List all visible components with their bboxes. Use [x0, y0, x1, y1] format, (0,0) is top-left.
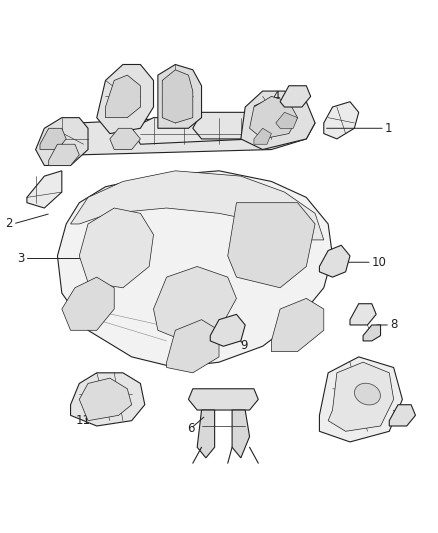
Polygon shape	[363, 325, 381, 341]
Polygon shape	[328, 362, 394, 431]
Polygon shape	[110, 128, 141, 150]
Text: 10: 10	[372, 256, 387, 269]
Text: 9: 9	[240, 338, 248, 352]
Polygon shape	[40, 128, 66, 150]
Polygon shape	[389, 405, 416, 426]
Polygon shape	[71, 373, 145, 426]
Polygon shape	[49, 144, 79, 165]
Polygon shape	[79, 378, 132, 421]
Polygon shape	[276, 112, 297, 128]
Polygon shape	[232, 410, 250, 458]
Polygon shape	[272, 298, 324, 352]
Polygon shape	[132, 118, 263, 144]
Polygon shape	[35, 118, 88, 165]
Polygon shape	[254, 128, 272, 144]
Polygon shape	[62, 277, 114, 330]
Polygon shape	[57, 171, 332, 368]
Polygon shape	[97, 64, 153, 134]
Polygon shape	[197, 410, 215, 458]
Polygon shape	[71, 171, 324, 240]
Polygon shape	[250, 96, 297, 139]
Polygon shape	[210, 314, 245, 346]
Polygon shape	[53, 112, 315, 155]
Text: 5: 5	[364, 414, 371, 427]
Text: 8: 8	[390, 319, 398, 332]
Polygon shape	[79, 208, 153, 288]
Polygon shape	[193, 112, 254, 139]
Text: 2: 2	[5, 217, 13, 230]
Polygon shape	[280, 86, 311, 107]
Polygon shape	[166, 320, 219, 373]
Polygon shape	[319, 245, 350, 277]
Polygon shape	[162, 70, 193, 123]
Polygon shape	[106, 75, 141, 118]
Text: 11: 11	[76, 414, 91, 427]
Polygon shape	[241, 91, 315, 150]
Ellipse shape	[354, 383, 381, 405]
Polygon shape	[324, 102, 359, 139]
Polygon shape	[153, 266, 237, 341]
Polygon shape	[27, 171, 62, 208]
Polygon shape	[228, 203, 315, 288]
Polygon shape	[319, 357, 403, 442]
Text: 6: 6	[187, 422, 194, 435]
Text: 3: 3	[18, 252, 25, 265]
Polygon shape	[158, 64, 201, 128]
Text: 1: 1	[385, 122, 392, 135]
Polygon shape	[350, 304, 376, 325]
Text: 4: 4	[272, 90, 279, 103]
Text: 7: 7	[403, 411, 411, 424]
Polygon shape	[188, 389, 258, 410]
